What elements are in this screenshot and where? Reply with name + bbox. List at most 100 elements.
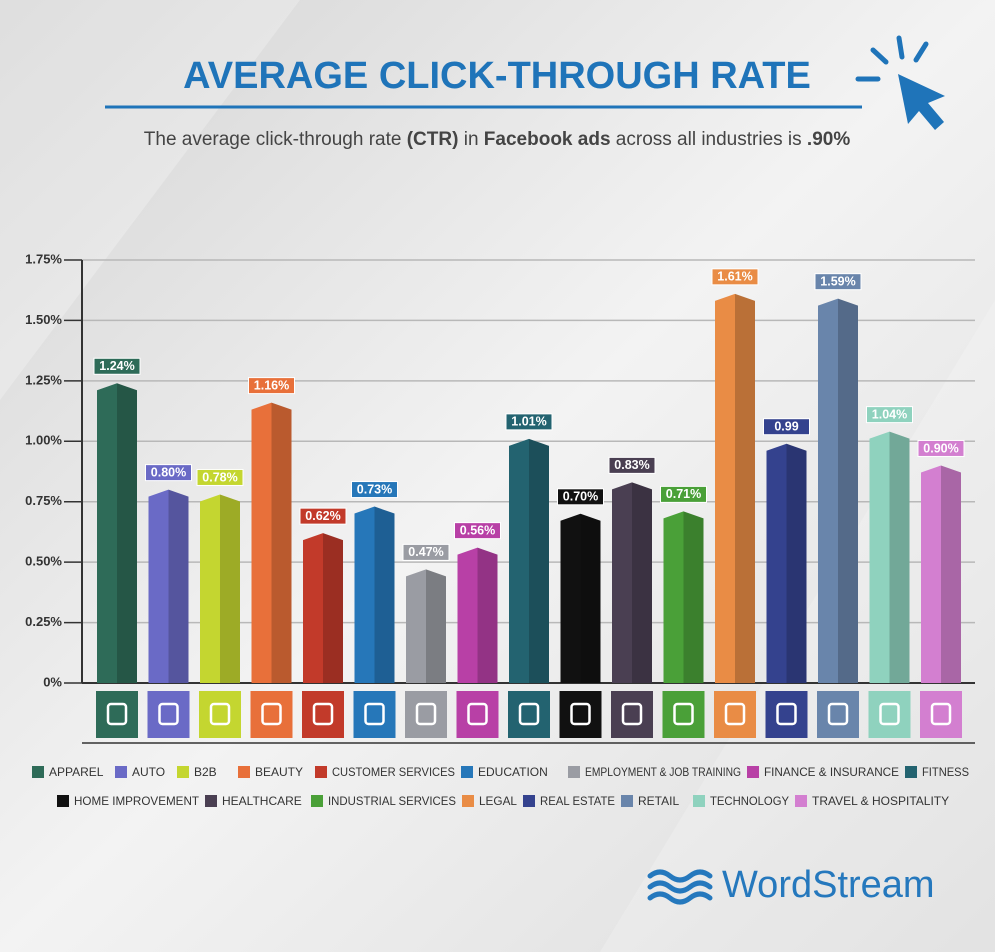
- legend-label: LEGAL: [479, 794, 517, 808]
- legend-label: HEALTHCARE: [222, 794, 302, 808]
- legend-label: TRAVEL & HOSPITALITY: [812, 794, 949, 808]
- icon-box: [662, 691, 705, 738]
- icon-glyph: [621, 702, 643, 726]
- icon-box: [96, 691, 138, 738]
- bar: [457, 547, 498, 683]
- icon-glyph: [106, 702, 128, 726]
- subtitle: The average click-through rate (CTR) in …: [144, 129, 851, 150]
- value-label-box: [557, 488, 604, 506]
- value-label-box: [505, 413, 553, 431]
- value-label: 0.71%: [666, 487, 701, 501]
- value-label-box: [299, 507, 347, 525]
- bar: [200, 494, 240, 683]
- value-label-box: [866, 406, 913, 424]
- icon-glyph: [467, 702, 488, 726]
- icon-glyph: [724, 702, 746, 726]
- value-label: 0.90%: [923, 441, 958, 455]
- value-label-box: [351, 481, 398, 499]
- legend-swatch: [177, 766, 189, 778]
- value-label-box: [763, 418, 810, 436]
- icon-box: [405, 691, 447, 738]
- bar: [869, 431, 910, 683]
- legend-swatch: [795, 795, 807, 807]
- icon-box: [611, 691, 653, 738]
- legend-swatch: [568, 766, 580, 778]
- legend-swatch: [905, 766, 917, 778]
- icon-glyph: [415, 702, 437, 726]
- value-label: 0.70%: [563, 490, 598, 504]
- icon-glyph: [209, 702, 231, 726]
- logo-text: WordStream: [722, 864, 935, 906]
- icon-glyph: [930, 702, 952, 726]
- bar: [663, 511, 704, 683]
- value-label: 1.16%: [254, 378, 289, 392]
- legend-label: HOME IMPROVEMENT: [74, 794, 200, 808]
- bar: [354, 506, 395, 683]
- icon-box: [714, 691, 756, 738]
- legend-label: APPAREL: [49, 765, 104, 779]
- background-shape: [0, 0, 300, 400]
- value-label: 0.73%: [357, 482, 392, 496]
- y-tick-label: 0.25%: [25, 614, 62, 629]
- icon-glyph: [312, 702, 334, 726]
- y-tick-label: 1.00%: [25, 433, 62, 448]
- logo: [647, 869, 713, 905]
- bar: [251, 402, 292, 683]
- value-label: 0.80%: [151, 465, 186, 479]
- legend-swatch: [523, 795, 535, 807]
- subtitle-part: .90%: [807, 129, 850, 150]
- value-label: 1.59%: [820, 274, 855, 288]
- icon-glyph: [879, 702, 900, 726]
- legend-swatch: [315, 766, 327, 778]
- legend-label: AUTO: [132, 765, 165, 779]
- icon-glyph: [827, 702, 849, 726]
- legend-swatch: [747, 766, 759, 778]
- bar: [97, 383, 137, 683]
- icon-box: [559, 691, 602, 738]
- legend-swatch: [32, 766, 44, 778]
- value-label: 0.47%: [408, 545, 443, 559]
- legend-label: FINANCE & INSURANCE: [764, 765, 899, 779]
- cursor-icon: [855, 35, 945, 130]
- subtitle-part: in: [458, 129, 483, 150]
- subtitle-part: Facebook ads: [484, 129, 611, 150]
- value-label: 1.24%: [99, 359, 134, 373]
- icon-box: [147, 691, 190, 738]
- icon-box: [868, 691, 911, 738]
- icon-box: [456, 691, 499, 738]
- chart-title: AVERAGE CLICK-THROUGH RATE: [183, 55, 811, 97]
- icon-box: [765, 691, 808, 738]
- legend-label: B2B: [194, 765, 217, 779]
- subtitle-part: across all industries is: [611, 129, 807, 150]
- legend-label: RETAIL: [638, 794, 679, 808]
- y-tick-label: 1.75%: [25, 251, 62, 266]
- legend-swatch: [57, 795, 69, 807]
- legend-label: BEAUTY: [255, 765, 303, 779]
- icon-glyph: [261, 702, 282, 726]
- icon-box: [920, 691, 962, 738]
- legend-label: TECHNOLOGY: [710, 794, 789, 808]
- value-label-box: [917, 439, 965, 457]
- legend-label: EDUCATION: [478, 765, 548, 779]
- icon-box: [353, 691, 396, 738]
- icon-box: [302, 691, 344, 738]
- icon-glyph: [518, 702, 540, 726]
- y-tick-label: 1.50%: [25, 312, 62, 327]
- value-label-box: [196, 468, 244, 486]
- value-label-box: [660, 485, 707, 503]
- legend-swatch: [621, 795, 633, 807]
- y-tick-label: 1.25%: [25, 372, 62, 387]
- value-label: 0.56%: [460, 523, 495, 537]
- bar: [509, 438, 549, 683]
- value-label: 1.04%: [872, 407, 907, 421]
- value-label: 1.61%: [717, 270, 752, 284]
- bar: [406, 569, 446, 683]
- bar: [766, 443, 807, 683]
- legend-swatch: [311, 795, 323, 807]
- bar: [921, 465, 961, 683]
- value-label-box: [711, 268, 759, 286]
- value-label: 0.83%: [614, 458, 649, 472]
- value-label-box: [454, 522, 501, 540]
